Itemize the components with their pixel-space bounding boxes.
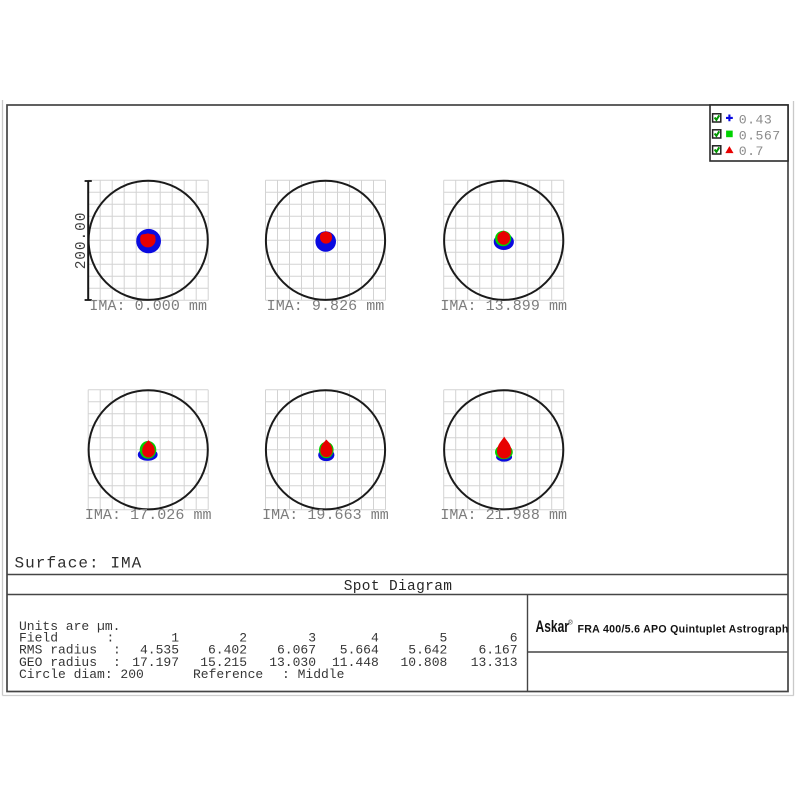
svg-text:0.567: 0.567: [739, 128, 781, 143]
svg-text:200.00: 200.00: [74, 212, 90, 270]
svg-text:4.535: 4.535: [140, 643, 179, 658]
svg-text:IMA: 21.988 mm: IMA: 21.988 mm: [440, 507, 567, 524]
svg-text:10.808: 10.808: [400, 655, 447, 670]
svg-text:6.402: 6.402: [208, 643, 247, 658]
svg-text:Reference: Reference: [193, 667, 263, 682]
svg-text::: :: [113, 655, 121, 670]
svg-text:Units are µm.: Units are µm.: [19, 619, 120, 634]
svg-text:6.067: 6.067: [277, 643, 316, 658]
svg-text:0.43: 0.43: [739, 112, 772, 127]
svg-text:3: 3: [308, 631, 316, 646]
svg-text:2: 2: [239, 631, 247, 646]
svg-text:5: 5: [439, 631, 447, 646]
svg-text:13.313: 13.313: [471, 655, 518, 670]
svg-text:13.030: 13.030: [269, 655, 316, 670]
svg-text:GEO radius: GEO radius: [19, 655, 97, 670]
svg-text::: :: [107, 631, 115, 646]
svg-text:5.664: 5.664: [340, 643, 379, 658]
svg-text:IMA: 13.899 mm: IMA: 13.899 mm: [440, 298, 567, 315]
svg-text:Spot Diagram: Spot Diagram: [344, 579, 453, 595]
svg-text:5.642: 5.642: [408, 643, 447, 658]
svg-text:17.197: 17.197: [132, 655, 179, 670]
svg-text:1: 1: [171, 631, 179, 646]
svg-text:RMS radius: RMS radius: [19, 643, 97, 658]
svg-text:0.7: 0.7: [739, 144, 764, 159]
svg-text:®: ®: [568, 620, 573, 627]
svg-text:: Middle: : Middle: [282, 667, 344, 682]
svg-text:IMA: 9.826 mm: IMA: 9.826 mm: [267, 298, 385, 315]
svg-text::: :: [113, 643, 121, 658]
svg-text:15.215: 15.215: [200, 655, 247, 670]
svg-text:Surface: IMA: Surface: IMA: [15, 555, 143, 573]
svg-text:IMA: 19.663 mm: IMA: 19.663 mm: [262, 507, 389, 524]
svg-text:4: 4: [371, 631, 379, 646]
svg-text:6.167: 6.167: [478, 643, 517, 658]
svg-text:11.448: 11.448: [332, 655, 379, 670]
svg-text:Field: Field: [19, 631, 58, 646]
svg-text:Circle diam: 200: Circle diam: 200: [19, 667, 144, 682]
svg-text:FRA 400/5.6 APO Quintuplet Ast: FRA 400/5.6 APO Quintuplet Astrograph: [578, 623, 789, 635]
svg-text:IMA: 0.000 mm: IMA: 0.000 mm: [89, 298, 207, 315]
svg-text:6: 6: [510, 631, 518, 646]
svg-text:Askar: Askar: [536, 618, 570, 636]
svg-text:IMA: 17.026 mm: IMA: 17.026 mm: [85, 507, 212, 524]
